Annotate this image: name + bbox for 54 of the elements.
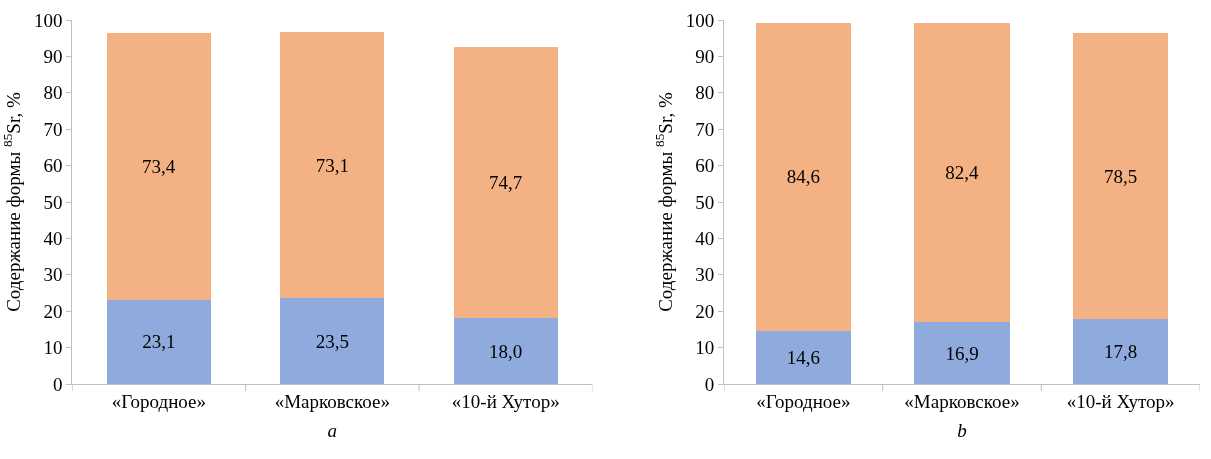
y-tick-label: 80 [695,82,715,104]
y-tick-label: 100 [685,9,715,31]
bar [755,22,851,331]
bar [755,330,851,384]
x-tick-label: «Марковское» [274,390,390,412]
y-tick-label: 30 [695,264,715,286]
data-label: 14,6 [786,346,820,368]
data-label: 18,0 [489,340,523,362]
x-tick-label: «Марковское» [904,390,1020,412]
y-tick-label: 30 [43,264,63,286]
data-label: 73,4 [142,155,176,177]
y-tick-label: 40 [695,228,715,250]
bar [106,32,211,300]
bar [106,299,211,384]
data-label: 17,8 [1104,341,1138,363]
x-tick-label: «10-й Хутор» [451,390,560,412]
data-label: 73,1 [315,154,349,176]
x-axis-title: a [327,419,338,441]
y-tick-label: 0 [52,373,63,395]
data-label: 78,5 [1104,165,1138,187]
bar [914,322,1010,384]
bar [1073,319,1169,384]
data-label: 23,1 [142,331,176,353]
x-tick-label: «10-й Хутор» [1066,390,1175,412]
x-tick-label: «Городное» [756,390,851,412]
bar [914,22,1010,323]
y-tick-label: 90 [695,46,715,68]
y-tick-label: 0 [704,373,715,395]
y-tick-label: 100 [33,9,63,31]
bar [453,318,558,384]
y-tick-label: 80 [43,82,63,104]
y-tick-label: 40 [43,228,63,250]
bar [1073,33,1169,320]
data-label: 84,6 [786,166,820,188]
y-tick-label: 70 [695,118,715,140]
y-tick-label: 60 [43,155,63,177]
data-label: 16,9 [945,342,979,364]
y-tick-label: 20 [43,300,63,322]
y-tick-label: 20 [695,300,715,322]
x-axis-title: b [957,419,967,441]
y-tick-label: 60 [695,155,715,177]
y-tick-label: 50 [695,191,715,213]
data-label: 74,7 [489,172,523,194]
y-tick-label: 10 [695,337,715,359]
y-tick-label: 90 [43,46,63,68]
bar [280,298,385,384]
bar [453,46,558,319]
y-tick-label: 10 [43,337,63,359]
y-tick-label: 50 [43,191,63,213]
data-label: 23,5 [315,330,349,352]
bar [280,32,385,299]
x-tick-label: «Городное» [111,390,207,412]
y-tick-label: 70 [43,118,63,140]
data-label: 82,4 [945,162,979,184]
